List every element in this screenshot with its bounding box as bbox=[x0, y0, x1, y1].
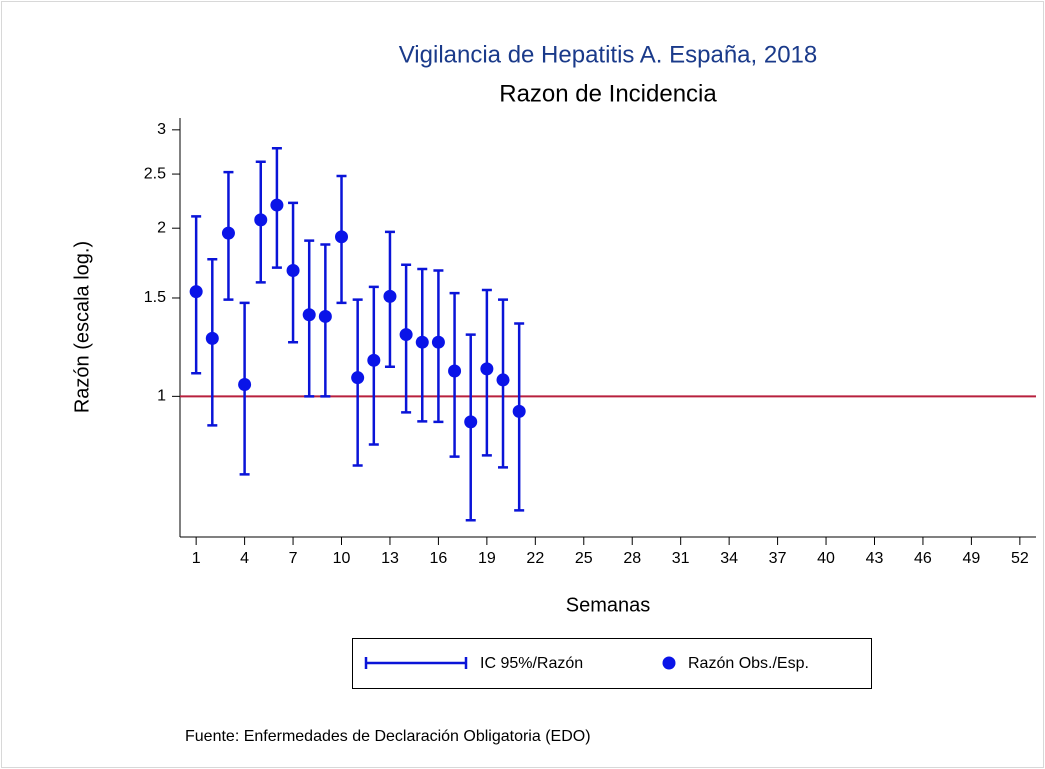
x-tick-label: 4 bbox=[240, 550, 249, 567]
point bbox=[367, 353, 381, 367]
legend-symbol bbox=[364, 657, 468, 669]
chart-title: Vigilancia de Hepatitis A. España, 2018 bbox=[399, 41, 818, 68]
point bbox=[415, 335, 429, 349]
legend-label: IC 95%/Razón bbox=[480, 655, 583, 672]
point bbox=[480, 362, 494, 376]
point bbox=[302, 308, 316, 322]
point bbox=[383, 289, 397, 303]
point bbox=[221, 226, 235, 240]
legend-label: Razón Obs./Esp. bbox=[688, 655, 809, 672]
x-tick-label: 40 bbox=[817, 550, 835, 567]
x-tick-label: 1 bbox=[192, 550, 201, 567]
x-tick-label: 16 bbox=[430, 550, 448, 567]
x-tick-label: 31 bbox=[672, 550, 690, 567]
x-tick-label: 49 bbox=[962, 550, 980, 567]
point bbox=[270, 198, 284, 212]
point bbox=[286, 263, 300, 277]
chart-subtitle: Razon de Incidencia bbox=[499, 80, 717, 107]
legend-symbol bbox=[662, 656, 676, 670]
x-tick-label: 22 bbox=[526, 550, 544, 567]
y-tick-label: 3 bbox=[157, 121, 166, 138]
point bbox=[335, 230, 349, 244]
x-tick-label: 10 bbox=[333, 550, 351, 567]
x-tick-label: 13 bbox=[381, 550, 399, 567]
legend-box bbox=[352, 638, 872, 689]
y-axis-label: Razón (escala log.) bbox=[71, 241, 93, 413]
point bbox=[431, 335, 445, 349]
x-tick-label: 25 bbox=[575, 550, 593, 567]
point bbox=[238, 378, 252, 392]
point bbox=[189, 285, 203, 299]
y-tick-label: 2 bbox=[157, 219, 166, 236]
point bbox=[254, 213, 268, 227]
x-axis-label: Semanas bbox=[566, 594, 651, 616]
x-tick-label: 46 bbox=[914, 550, 932, 567]
source-note: Fuente: Enfermedades de Declaración Obli… bbox=[185, 728, 591, 745]
point bbox=[464, 415, 478, 429]
x-tick-label: 34 bbox=[720, 550, 738, 567]
point bbox=[512, 404, 526, 418]
x-tick-label: 52 bbox=[1011, 550, 1029, 567]
x-tick-label: 7 bbox=[289, 550, 298, 567]
y-tick-label: 2.5 bbox=[144, 165, 166, 182]
x-tick-label: 37 bbox=[769, 550, 787, 567]
point bbox=[318, 309, 332, 323]
x-tick-label: 19 bbox=[478, 550, 496, 567]
point bbox=[496, 373, 510, 387]
point bbox=[448, 364, 462, 378]
point bbox=[351, 371, 365, 385]
point bbox=[205, 331, 219, 345]
y-tick-label: 1 bbox=[157, 388, 166, 405]
x-tick-label: 28 bbox=[623, 550, 641, 567]
point bbox=[399, 328, 413, 342]
y-tick-label: 1.5 bbox=[144, 289, 166, 306]
x-tick-label: 43 bbox=[866, 550, 884, 567]
